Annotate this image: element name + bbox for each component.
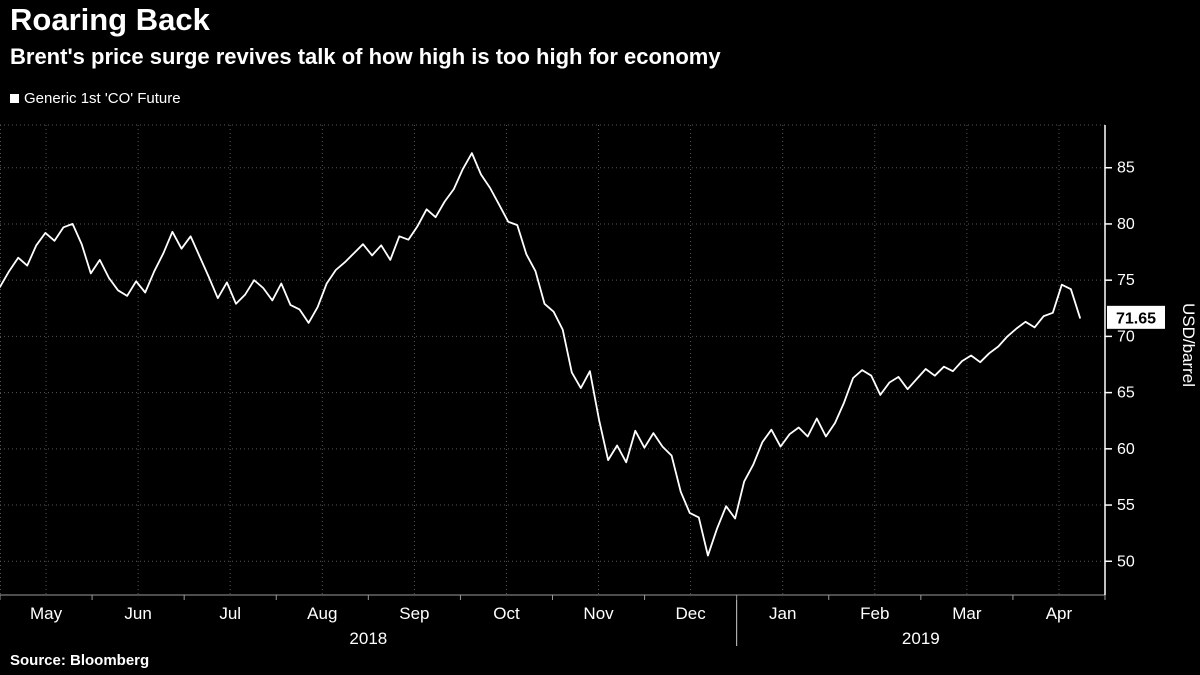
source-attribution: Source: Bloomberg [10,652,150,669]
last-price-label: 71.65 [1116,310,1156,327]
year-label: 2018 [349,629,387,648]
last-price-flag [1107,305,1165,329]
page-title: Roaring Back [10,2,210,37]
chart-legend: Generic 1st 'CO' Future [10,90,181,107]
x-month-label: Mar [952,604,982,623]
y-tick-label: 85 [1117,160,1135,177]
y-tick-label: 50 [1117,553,1135,570]
x-month-label: Jul [219,604,241,623]
price-chart-svg: 50 55 60 65 70 75 80 85 May Jun Jul Aug Sep Oct Nov Dec… [0,124,1198,648]
x-month-label: May [30,604,63,623]
price-line [0,152,1081,557]
x-month-label: Aug [307,604,337,623]
x-month-label: Jan [769,604,796,623]
y-tick-label: 80 [1117,216,1135,233]
x-month-label: Feb [860,604,889,623]
x-month-label: Oct [493,604,520,623]
legend-label: Generic 1st 'CO' Future [24,90,181,107]
y-axis-unit-label: USD/barrel [1179,303,1198,387]
chart-area: 50 55 60 65 70 75 80 85 May Jun Jul Aug Sep Oct Nov Dec… [0,113,1200,658]
year-label: 2019 [902,629,940,648]
x-month-label: Jun [124,604,151,623]
x-month-label: Dec [676,604,707,623]
x-month-label: Nov [583,604,614,623]
y-tick-label: 70 [1117,328,1135,345]
x-month-label: Sep [399,604,429,623]
y-tick-label: 60 [1117,441,1135,458]
chart-subtitle: Brent's price surge revives talk of how … [10,44,721,69]
y-tick-label: 75 [1117,272,1135,289]
x-month-label: Apr [1046,604,1073,623]
legend-swatch-icon [10,94,19,103]
y-tick-label: 55 [1117,497,1135,514]
y-tick-label: 65 [1117,385,1135,402]
